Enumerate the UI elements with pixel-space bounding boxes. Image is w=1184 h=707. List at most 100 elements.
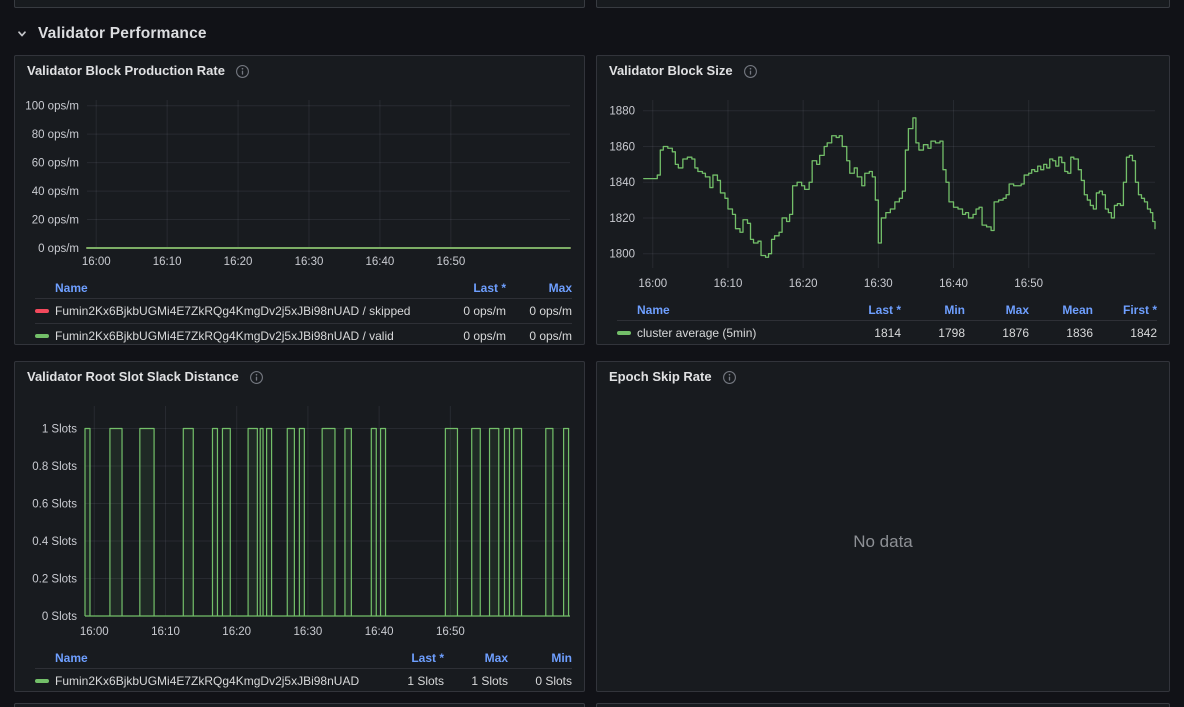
- svg-text:1880: 1880: [609, 106, 635, 118]
- svg-text:0 Slots: 0 Slots: [42, 611, 77, 623]
- legend-series-name[interactable]: cluster average (5min): [617, 326, 837, 340]
- partial-panel-bottom-right: [596, 703, 1170, 707]
- legend-value: 0 ops/m: [529, 329, 572, 343]
- legend-column-name[interactable]: Name: [55, 280, 88, 295]
- legend-series-name[interactable]: Fumin2Kx6BjkbUGMi4E7ZkRQg4KmgDv2j5xJBi98…: [35, 304, 440, 318]
- legend-value: 0 ops/m: [463, 329, 506, 343]
- legend-column-name[interactable]: Name: [637, 302, 670, 317]
- legend-column-min[interactable]: Min: [551, 650, 572, 665]
- legend-block-size: Name Last * Min Max Mean First * cluster avera…: [597, 299, 1169, 344]
- svg-text:100 ops/m: 100 ops/m: [25, 101, 79, 113]
- legend-value: 1814: [874, 326, 901, 340]
- legend-value: 1798: [938, 326, 965, 340]
- svg-text:16:30: 16:30: [295, 256, 324, 268]
- legend-header: Name Last * Min Max Mean First *: [617, 299, 1157, 320]
- svg-text:1840: 1840: [609, 177, 635, 189]
- svg-text:16:50: 16:50: [1014, 278, 1043, 290]
- legend-header: Name Last * Max: [35, 277, 572, 298]
- svg-text:16:50: 16:50: [436, 626, 465, 638]
- panel-header: Validator Block Production Rate: [15, 56, 584, 86]
- svg-text:1860: 1860: [609, 141, 635, 153]
- legend-column-name[interactable]: Name: [55, 650, 88, 665]
- svg-text:16:10: 16:10: [151, 626, 180, 638]
- svg-text:16:00: 16:00: [638, 278, 667, 290]
- svg-text:16:40: 16:40: [365, 626, 394, 638]
- legend-column-max[interactable]: Max: [484, 650, 508, 665]
- legend-block-production-rate: Name Last * Max Fumin2Kx6BjkbUGMi4E7ZkRQg4K…: [15, 277, 584, 344]
- panel-title[interactable]: Epoch Skip Rate: [609, 369, 712, 384]
- legend-value: 0 Slots: [535, 674, 572, 688]
- svg-text:20 ops/m: 20 ops/m: [32, 215, 79, 227]
- info-icon[interactable]: [235, 64, 250, 79]
- legend-row: cluster average (5min) 1814 1798 1876 1836 18…: [617, 320, 1157, 344]
- legend-value: 1876: [1002, 326, 1029, 340]
- panel-validator-root-slot-slack-distance: Validator Root Slot Slack Distance 16:00…: [14, 361, 585, 692]
- partial-panel-top-right: [596, 0, 1170, 8]
- series-color-marker: [617, 331, 631, 335]
- svg-text:16:30: 16:30: [294, 626, 323, 638]
- svg-text:16:10: 16:10: [153, 256, 182, 268]
- panel-header: Validator Root Slot Slack Distance: [15, 362, 584, 392]
- svg-text:16:10: 16:10: [714, 278, 743, 290]
- svg-text:16:00: 16:00: [80, 626, 109, 638]
- legend-column-max[interactable]: Max: [1005, 302, 1029, 317]
- panel-title[interactable]: Validator Block Size: [609, 63, 733, 78]
- section-row-header[interactable]: Validator Performance: [14, 22, 207, 46]
- info-icon[interactable]: [249, 370, 264, 385]
- legend-series-name[interactable]: Fumin2Kx6BjkbUGMi4E7ZkRQg4KmgDv2j5xJBi98…: [35, 674, 380, 688]
- no-data-message: No data: [853, 531, 913, 551]
- legend-value: 1836: [1066, 326, 1093, 340]
- legend-value: 1 Slots: [471, 674, 508, 688]
- svg-text:16:30: 16:30: [864, 278, 893, 290]
- svg-text:16:20: 16:20: [789, 278, 818, 290]
- legend-value: 0 ops/m: [529, 304, 572, 318]
- legend-column-max[interactable]: Max: [548, 280, 572, 295]
- svg-text:16:00: 16:00: [82, 256, 111, 268]
- partial-panel-bottom-left: [14, 703, 585, 707]
- panel-title[interactable]: Validator Root Slot Slack Distance: [27, 369, 239, 384]
- legend-series-name[interactable]: Fumin2Kx6BjkbUGMi4E7ZkRQg4KmgDv2j5xJBi98…: [35, 329, 440, 343]
- legend-row: Fumin2Kx6BjkbUGMi4E7ZkRQg4KmgDv2j5xJBi98…: [35, 668, 572, 691]
- partial-panel-top-left: [14, 0, 585, 8]
- series-label: Fumin2Kx6BjkbUGMi4E7ZkRQg4KmgDv2j5xJBi98…: [55, 304, 411, 318]
- svg-text:1 Slots: 1 Slots: [42, 424, 77, 436]
- series-color-marker: [35, 679, 49, 683]
- legend-row: Fumin2Kx6BjkbUGMi4E7ZkRQg4KmgDv2j5xJBi98…: [35, 298, 572, 323]
- section-title: Validator Performance: [38, 25, 207, 42]
- chevron-down-icon: [14, 26, 30, 42]
- legend-column-last[interactable]: Last *: [411, 650, 444, 665]
- svg-text:0.2 Slots: 0.2 Slots: [32, 574, 77, 586]
- legend-value: 0 ops/m: [463, 304, 506, 318]
- svg-text:16:40: 16:40: [366, 256, 395, 268]
- svg-text:0.6 Slots: 0.6 Slots: [32, 499, 77, 511]
- svg-text:16:40: 16:40: [939, 278, 968, 290]
- legend-column-mean[interactable]: Mean: [1062, 302, 1093, 317]
- legend-column-last[interactable]: Last *: [868, 302, 901, 317]
- chart-block-production-rate[interactable]: 16:00 16:10 16:20 16:30 16:40 16:50 0 ops/m 20 …: [15, 86, 584, 277]
- legend-column-min[interactable]: Min: [944, 302, 965, 317]
- info-icon[interactable]: [743, 64, 758, 79]
- info-icon[interactable]: [722, 370, 737, 385]
- panel-title[interactable]: Validator Block Production Rate: [27, 63, 225, 78]
- legend-row: Fumin2Kx6BjkbUGMi4E7ZkRQg4KmgDv2j5xJBi98…: [35, 323, 572, 344]
- svg-text:1820: 1820: [609, 213, 635, 225]
- panel-validator-block-production-rate: Validator Block Production Rate 16:00 16:…: [14, 55, 585, 345]
- legend-header: Name Last * Max Min: [35, 647, 572, 668]
- legend-value: 1842: [1130, 326, 1157, 340]
- legend-column-first[interactable]: First *: [1122, 302, 1157, 317]
- series-color-marker: [35, 309, 49, 313]
- legend-column-last[interactable]: Last *: [473, 280, 506, 295]
- panel-header: Validator Block Size: [597, 56, 1169, 86]
- svg-text:40 ops/m: 40 ops/m: [32, 186, 79, 198]
- svg-text:0 ops/m: 0 ops/m: [38, 243, 79, 255]
- svg-text:0.4 Slots: 0.4 Slots: [32, 536, 77, 548]
- series-label: Fumin2Kx6BjkbUGMi4E7ZkRQg4KmgDv2j5xJBi98…: [55, 674, 360, 688]
- series-color-marker: [35, 334, 49, 338]
- chart-block-size[interactable]: 16:00 16:10 16:20 16:30 16:40 16:50 1800 1820 18…: [597, 86, 1169, 299]
- svg-text:1800: 1800: [609, 249, 635, 261]
- legend-root-slot-slack: Name Last * Max Min Fumin2Kx6BjkbUGMi4E7ZkRQ…: [15, 647, 584, 691]
- legend-value: 1 Slots: [407, 674, 444, 688]
- svg-text:16:20: 16:20: [222, 626, 251, 638]
- chart-root-slot-slack[interactable]: 16:00 16:10 16:20 16:30 16:40 16:50 0 Slots 0.2…: [15, 392, 584, 647]
